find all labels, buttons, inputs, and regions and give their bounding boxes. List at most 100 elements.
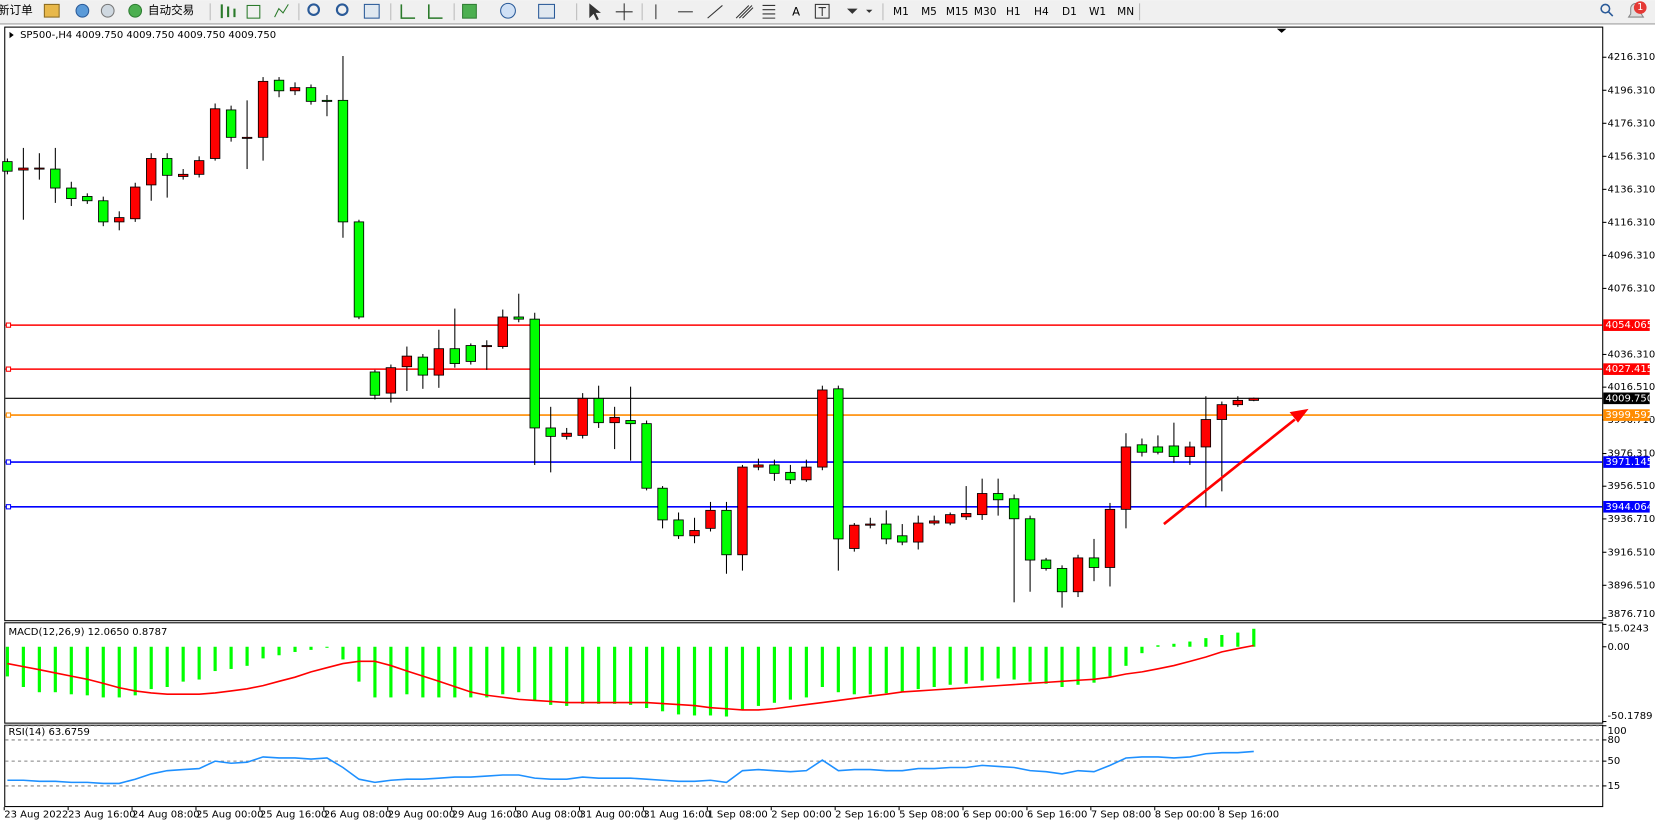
y-tick-label: 4136.310 bbox=[1607, 184, 1655, 195]
icon[interactable] bbox=[363, 3, 380, 19]
candle-body bbox=[705, 509, 716, 529]
dropdown[interactable] bbox=[866, 9, 873, 13]
level-label: 3971.145 bbox=[1605, 457, 1653, 468]
icon[interactable] bbox=[538, 3, 556, 19]
timeframe-button[interactable]: D1 bbox=[1062, 6, 1077, 18]
histogram-bar bbox=[980, 646, 984, 681]
histogram-bar bbox=[708, 646, 713, 716]
histogram-bar bbox=[85, 646, 89, 696]
window-title: SP500-,H4 4009.750 4009.750 4009.750 400… bbox=[20, 30, 276, 41]
candle-body bbox=[881, 523, 892, 540]
cursor-tool[interactable] bbox=[589, 3, 601, 21]
icon[interactable] bbox=[246, 4, 261, 19]
icon[interactable] bbox=[400, 4, 416, 19]
histogram-bar bbox=[1252, 628, 1256, 647]
x-tick-label: 8 Sep 00:00 bbox=[1155, 809, 1215, 820]
histogram-bar bbox=[421, 646, 425, 698]
histogram-bar bbox=[437, 646, 441, 698]
timeframe-button[interactable]: M1 bbox=[893, 6, 909, 18]
histogram-bar bbox=[1204, 638, 1208, 647]
text-tool[interactable]: A bbox=[792, 4, 800, 18]
histogram-bar bbox=[644, 646, 649, 709]
zoom-out[interactable] bbox=[335, 3, 349, 17]
candle-body bbox=[2, 161, 13, 172]
trendline-tool[interactable] bbox=[707, 5, 723, 19]
plot-area: 4216.310 4196.310 4176.310 4156.310 4136.310… bbox=[2, 30, 1655, 820]
timeframe-button[interactable]: H4 bbox=[1034, 6, 1049, 18]
icon[interactable] bbox=[75, 3, 90, 18]
histogram-bar bbox=[1220, 634, 1224, 647]
arrows-tool[interactable] bbox=[847, 8, 858, 14]
icon[interactable] bbox=[462, 3, 477, 19]
search-handle bbox=[1607, 11, 1614, 17]
candle-body bbox=[960, 513, 972, 518]
zoom-in[interactable] bbox=[307, 3, 321, 17]
last-price-label-bg bbox=[1603, 392, 1650, 405]
icon[interactable] bbox=[220, 4, 236, 19]
candle-body bbox=[849, 524, 860, 549]
histogram-bar bbox=[1044, 646, 1048, 684]
label-tool[interactable] bbox=[814, 3, 830, 19]
histogram-bar bbox=[724, 646, 729, 717]
timeframe-button[interactable]: M5 bbox=[921, 6, 937, 18]
channel-tool[interactable] bbox=[735, 5, 754, 19]
level-label: 3999.592 bbox=[1605, 410, 1653, 421]
histogram-bar bbox=[660, 646, 665, 712]
timeframe-button[interactable]: M30 bbox=[974, 6, 997, 18]
y-tick-label: 3916.510 bbox=[1607, 547, 1655, 558]
x-tick-label: 2 Sep 00:00 bbox=[771, 809, 831, 820]
icon[interactable] bbox=[500, 2, 516, 19]
histogram-bar bbox=[676, 646, 681, 715]
icon[interactable] bbox=[274, 4, 289, 18]
candle-body bbox=[34, 167, 45, 170]
histogram-bar bbox=[309, 646, 313, 650]
histogram-bar bbox=[1140, 646, 1144, 654]
candle-body bbox=[1040, 559, 1052, 569]
histogram-bar bbox=[53, 646, 57, 693]
candle-body bbox=[321, 99, 333, 102]
candle-body bbox=[417, 356, 429, 376]
x-tick-label: 31 Aug 00:00 bbox=[579, 809, 647, 820]
timeframe-button[interactable]: W1 bbox=[1089, 6, 1106, 18]
histogram-bar bbox=[325, 646, 329, 648]
candle-body bbox=[273, 79, 285, 92]
candle-body bbox=[257, 80, 269, 138]
crosshair-tool[interactable] bbox=[615, 3, 633, 21]
timeframe-button[interactable]: H1 bbox=[1006, 6, 1021, 18]
y-tick-label: 4016.510 bbox=[1607, 382, 1655, 393]
candle-body bbox=[66, 187, 77, 200]
icon[interactable] bbox=[100, 3, 115, 18]
histogram-bar bbox=[868, 646, 872, 695]
icon[interactable] bbox=[428, 4, 443, 19]
histogram-bar bbox=[213, 646, 217, 672]
icon[interactable] bbox=[43, 3, 60, 18]
candle-body bbox=[992, 493, 1004, 501]
fibo-tool[interactable] bbox=[762, 4, 776, 19]
candle-body bbox=[193, 160, 205, 175]
candle-body bbox=[98, 200, 109, 223]
candle-body bbox=[385, 367, 397, 394]
toolbar: 新订单 自动交易 A M1 M5 M15 M30 H1 bbox=[0, 0, 1655, 25]
candle-body bbox=[1168, 445, 1180, 457]
timeframe-button[interactable]: M15 bbox=[946, 6, 969, 18]
icon[interactable] bbox=[128, 3, 143, 18]
histogram-bar bbox=[948, 646, 952, 685]
candle-body bbox=[1120, 446, 1132, 510]
histogram-bar bbox=[1172, 643, 1176, 647]
auto-trading-button[interactable]: 自动交易 bbox=[148, 3, 194, 17]
candle-body bbox=[673, 519, 684, 537]
candle-body bbox=[353, 221, 365, 318]
last-price-label: 4009.750 bbox=[1605, 393, 1653, 404]
search-button[interactable] bbox=[1600, 3, 1611, 14]
histogram-bar bbox=[517, 646, 521, 693]
level-label-bg bbox=[1603, 319, 1650, 331]
histogram-bar bbox=[261, 646, 265, 659]
candle-body bbox=[1024, 518, 1036, 561]
level-label-bg bbox=[1603, 500, 1650, 513]
y-tick-label: 0.00 bbox=[1607, 642, 1629, 653]
histogram-bar bbox=[756, 646, 761, 706]
timeframe-button[interactable]: MN bbox=[1117, 6, 1134, 18]
y-tick-label: 4196.310 bbox=[1607, 85, 1655, 96]
new-order-button[interactable]: 新订单 bbox=[0, 3, 33, 17]
candle-body bbox=[657, 487, 668, 521]
